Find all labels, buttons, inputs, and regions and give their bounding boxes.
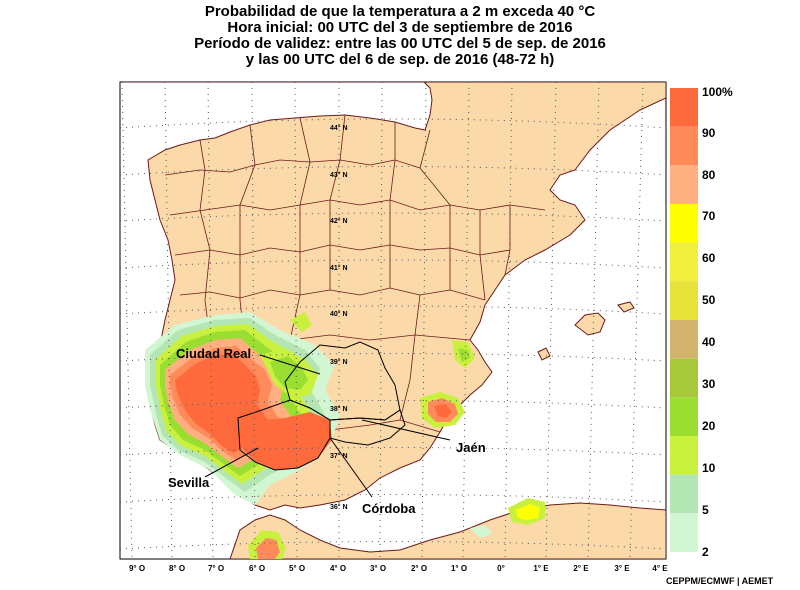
legend-swatch: [670, 165, 698, 204]
lon-label-7w: 7° O: [207, 564, 225, 573]
latitude-labels: 44° N 43° N 42° N 41° N 40° N 39° N 38° …: [330, 124, 348, 511]
lat-label-36: 36° N: [330, 503, 348, 511]
legend-label-80: 80: [702, 168, 716, 182]
legend-label-2: 2: [702, 545, 709, 559]
land-ibiza: [537, 347, 551, 361]
lat-label-40: 40° N: [330, 310, 348, 318]
city-label-ciudad-real: Ciudad Real: [176, 346, 252, 361]
lon-label-8w: 8° O: [168, 564, 186, 573]
lat-label-44: 44° N: [330, 124, 348, 132]
legend-label-40: 40: [702, 335, 716, 349]
lat-label-41: 41° N: [330, 264, 348, 272]
credit-text: CEPPM/ECMWF | AEMET: [666, 576, 774, 586]
lat-label-43: 43° N: [330, 171, 348, 179]
title-line-3: Período de validez: entre las 00 UTC del…: [194, 35, 606, 52]
legend-label-100: 100%: [702, 85, 733, 99]
land-menorca: [617, 301, 635, 313]
lon-label-3e: 3° E: [614, 564, 630, 573]
legend-swatch: [670, 513, 698, 552]
legend-swatch: [670, 204, 698, 243]
legend-swatch: [670, 88, 698, 127]
lon-label-9w: 9° O: [128, 564, 146, 573]
lat-label-38: 38° N: [330, 405, 348, 413]
city-leader-lines: [204, 354, 451, 498]
lon-label-3w: 3° O: [369, 564, 387, 573]
legend-label-60: 60: [702, 251, 716, 265]
legend-label-10: 10: [702, 461, 716, 475]
land-africa: [229, 502, 666, 559]
lon-label-0: 0°: [497, 564, 505, 573]
lon-label-2e: 2° E: [573, 564, 589, 573]
lon-label-5w: 5° O: [288, 564, 306, 573]
legend-swatch: [670, 397, 698, 436]
legend-label-5: 5: [702, 503, 709, 517]
legend-label-30: 30: [702, 377, 716, 391]
legend-swatch: [670, 320, 698, 359]
legend-swatch: [670, 358, 698, 398]
lat-label-37: 37° N: [330, 452, 348, 460]
lon-label-4e: 4° E: [652, 564, 668, 573]
lat-label-42: 42° N: [330, 217, 348, 225]
city-label-jaen: Jaén: [456, 440, 486, 455]
legend-label-70: 70: [702, 209, 716, 223]
title-line-4: y las 00 UTC del 6 de sep. de 2016 (48-7…: [245, 51, 555, 68]
lat-label-39: 39° N: [330, 358, 348, 366]
legend-label-90: 90: [702, 126, 716, 140]
lon-label-2w: 2° O: [410, 564, 428, 573]
city-label-cordoba: Córdoba: [362, 501, 416, 516]
legend-label-50: 50: [702, 293, 716, 307]
lon-label-1e: 1° E: [533, 564, 549, 573]
legend-swatch: [670, 474, 698, 514]
legend-swatch: [670, 126, 698, 166]
legend-swatch: [670, 242, 698, 282]
title-line-2: Hora inicial: 00 UTC del 3 de septiembre…: [227, 19, 573, 36]
land-mallorca: [574, 312, 606, 336]
lon-label-4w: 4° O: [329, 564, 347, 573]
probability-field: [145, 312, 545, 559]
legend-label-20: 20: [702, 419, 716, 433]
lon-label-6w: 6° O: [248, 564, 266, 573]
legend-swatch: [670, 281, 698, 320]
city-label-sevilla: Sevilla: [168, 475, 210, 490]
title-line-1: Probabilidad de que la temperatura a 2 m…: [204, 3, 596, 20]
map-title: Probabilidad de que la temperatura a 2 m…: [0, 4, 800, 68]
legend-colorbar: [670, 88, 698, 552]
lon-label-1w: 1° O: [450, 564, 468, 573]
legend-swatch: [670, 436, 698, 475]
